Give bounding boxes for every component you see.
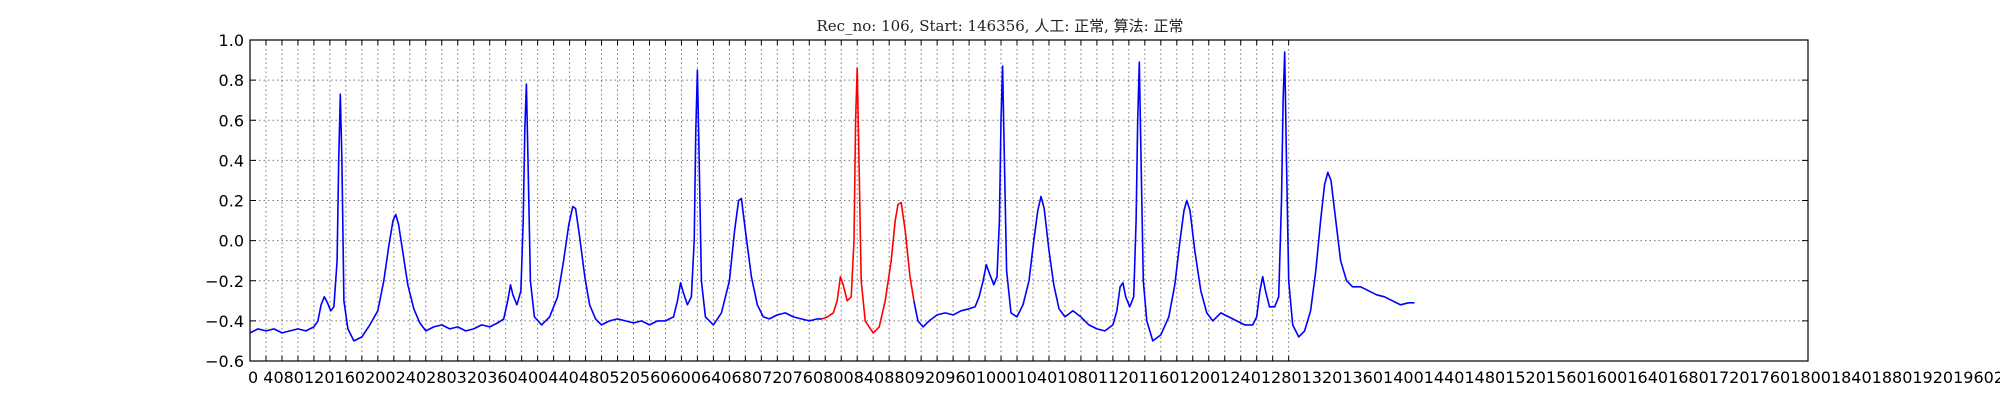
y-tick-label: 0.4: [219, 151, 244, 170]
x-axis-tick-labels: 0 40801201602002402803203604004404805205…: [248, 368, 2000, 387]
y-tick-label: 0.6: [219, 111, 244, 130]
y-tick-label: −0.4: [205, 312, 244, 331]
ecg-series-line-3: [913, 51, 1415, 342]
ecg-series-line-1: [249, 69, 823, 342]
y-tick-label: −0.6: [205, 352, 244, 371]
ecg-series-line-2: [821, 67, 915, 334]
y-tick-label: 1.0: [219, 31, 244, 50]
series-layer: [249, 51, 1415, 342]
y-axis-ticks: −0.6 −0.4 −0.2 0.0 0.2 0.4 0.6 0.8 1.0: [205, 31, 1808, 371]
y-tick-label: −0.2: [205, 272, 244, 291]
grid-lines: [249, 39, 1808, 362]
chart-title: Rec_no: 106, Start: 146356, 人工: 正常, 算法: …: [817, 17, 1184, 35]
y-tick-label: 0.8: [219, 71, 244, 90]
y-tick-label: 0.0: [219, 232, 244, 251]
y-tick-label: 0.2: [219, 192, 244, 211]
